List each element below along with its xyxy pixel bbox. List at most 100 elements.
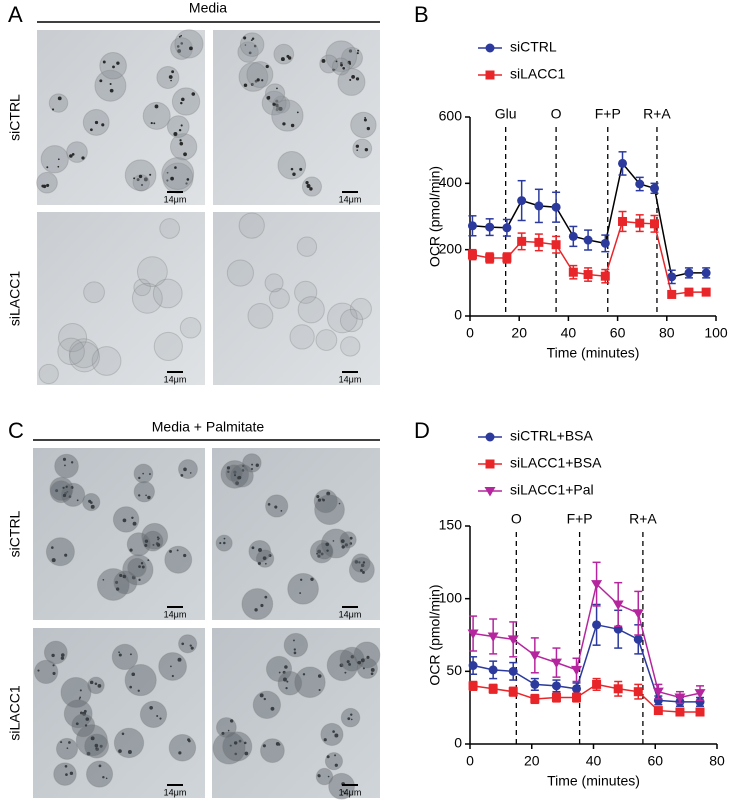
granule — [349, 542, 353, 545]
marker — [487, 632, 499, 642]
granule — [42, 184, 47, 189]
granule — [115, 580, 119, 584]
cell — [68, 338, 99, 369]
granule — [51, 558, 56, 563]
marker — [468, 681, 478, 691]
scale-bar-label: 14μm — [164, 194, 187, 204]
granule — [284, 665, 288, 669]
marker — [530, 694, 540, 704]
legend-label: siCTRL+BSA — [510, 428, 594, 444]
marker — [550, 658, 562, 669]
marker — [667, 272, 677, 282]
marker — [508, 687, 518, 697]
granule — [348, 662, 352, 666]
marker — [701, 268, 711, 278]
granule — [143, 177, 148, 182]
granule — [189, 46, 193, 51]
cell — [131, 282, 163, 314]
granule — [85, 717, 90, 721]
cell — [122, 554, 154, 586]
granule — [177, 49, 182, 53]
legend-label: siLACC1+Pal — [510, 482, 594, 498]
cell — [297, 296, 325, 324]
granule — [219, 542, 222, 545]
marker — [467, 250, 477, 260]
granule — [357, 660, 362, 665]
marker — [568, 231, 578, 241]
granule — [306, 184, 311, 189]
cell — [327, 302, 358, 334]
granule — [80, 711, 83, 715]
granule — [64, 764, 68, 768]
scale-bar-label: 14μm — [339, 374, 362, 384]
granule — [62, 493, 67, 498]
granule — [342, 66, 346, 70]
cell — [339, 531, 357, 549]
injection-label: R+A — [629, 511, 657, 527]
granule — [363, 118, 367, 122]
granule — [68, 741, 71, 744]
x-tick-label: 100 — [704, 325, 728, 341]
granule — [347, 717, 351, 721]
granule — [79, 689, 82, 692]
cell — [331, 57, 351, 76]
cell — [91, 346, 122, 376]
row-label: siCTRL — [7, 94, 23, 141]
granule — [186, 178, 190, 181]
granule — [275, 99, 279, 103]
granule — [356, 52, 359, 55]
legend-label: siLACC1+BSA — [510, 455, 602, 471]
cell — [126, 532, 151, 557]
cell — [246, 61, 274, 89]
x-tick-label: 20 — [511, 325, 527, 341]
granule — [299, 167, 303, 171]
panel-label: D — [414, 418, 430, 443]
marker — [600, 238, 610, 248]
granule — [121, 732, 125, 736]
granule — [265, 562, 267, 565]
granule — [282, 677, 287, 682]
x-tick-label: 60 — [647, 753, 663, 769]
cell — [226, 259, 254, 287]
granule — [332, 68, 335, 71]
granule — [99, 79, 103, 83]
marker — [653, 706, 663, 716]
marker — [675, 707, 685, 717]
granule — [171, 674, 174, 678]
granule — [264, 595, 268, 599]
y-tick-label: 50 — [446, 662, 462, 678]
marker — [534, 201, 544, 211]
cell — [86, 760, 114, 788]
granule — [55, 489, 59, 493]
cell — [142, 101, 171, 130]
micrograph — [213, 30, 380, 205]
granule — [292, 172, 296, 176]
granule — [251, 37, 255, 40]
cell — [179, 316, 202, 339]
micrograph — [37, 30, 205, 205]
cell — [271, 99, 304, 132]
injection-label: F+P — [567, 511, 593, 527]
granule — [278, 671, 281, 674]
granule — [258, 548, 262, 552]
marker — [488, 684, 498, 694]
marker — [635, 218, 645, 228]
granule — [323, 738, 327, 742]
granule — [351, 74, 355, 79]
granule — [178, 35, 181, 38]
cell — [349, 297, 372, 320]
row-label: siLACC1 — [7, 685, 23, 740]
granule — [370, 668, 375, 672]
granule — [251, 468, 253, 471]
cell — [340, 707, 361, 728]
granule — [326, 491, 331, 496]
marker — [485, 222, 495, 232]
cell — [161, 157, 195, 190]
granule — [238, 739, 242, 743]
legend-label: siCTRL — [510, 39, 557, 55]
granule — [156, 543, 161, 547]
cell — [38, 363, 59, 385]
granule — [335, 60, 338, 63]
granule — [115, 587, 120, 591]
